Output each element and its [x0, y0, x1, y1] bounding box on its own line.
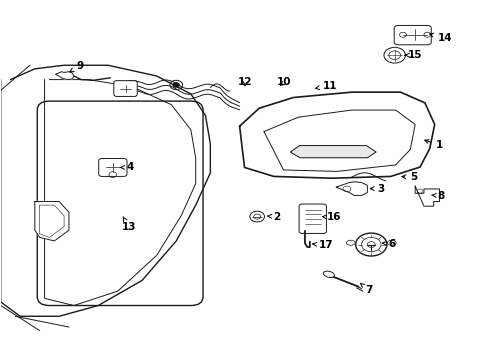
Text: 4: 4 — [121, 162, 134, 172]
Text: 17: 17 — [312, 240, 332, 250]
Text: 13: 13 — [122, 217, 136, 232]
Text: 14: 14 — [429, 33, 451, 43]
Circle shape — [173, 83, 179, 87]
Text: 16: 16 — [322, 212, 340, 222]
Text: 5: 5 — [401, 172, 417, 182]
FancyBboxPatch shape — [114, 81, 137, 96]
FancyBboxPatch shape — [299, 204, 326, 233]
Ellipse shape — [386, 240, 395, 245]
Ellipse shape — [346, 240, 354, 245]
Text: 11: 11 — [315, 81, 336, 91]
Ellipse shape — [323, 271, 334, 278]
Polygon shape — [56, 72, 74, 80]
Text: 15: 15 — [404, 50, 422, 60]
Text: 3: 3 — [369, 184, 384, 194]
Text: 8: 8 — [430, 191, 444, 201]
Polygon shape — [335, 182, 366, 195]
FancyBboxPatch shape — [99, 158, 127, 176]
Text: 6: 6 — [382, 239, 395, 249]
Text: 1: 1 — [424, 140, 443, 150]
Polygon shape — [290, 145, 375, 158]
FancyBboxPatch shape — [393, 26, 430, 45]
Text: 7: 7 — [360, 283, 372, 296]
Polygon shape — [239, 92, 434, 178]
Text: 9: 9 — [70, 61, 83, 72]
Text: 12: 12 — [238, 77, 252, 87]
Text: 2: 2 — [266, 212, 280, 221]
Text: 10: 10 — [277, 77, 291, 87]
Polygon shape — [35, 202, 69, 241]
Polygon shape — [414, 186, 439, 206]
